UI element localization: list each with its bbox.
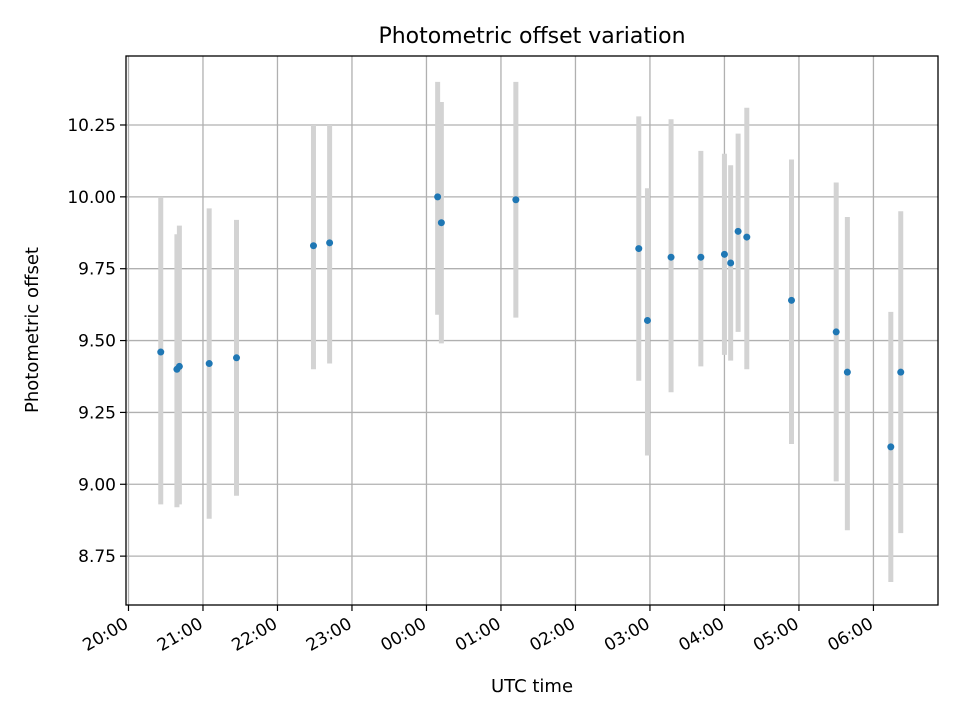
data-point: [326, 239, 334, 247]
data-point: [175, 362, 183, 370]
x-tick-label: 20:00: [80, 614, 132, 656]
data-point: [157, 348, 165, 356]
data-point: [727, 259, 735, 267]
data-point: [743, 233, 751, 241]
x-tick-label: 00:00: [378, 614, 430, 656]
y-tick-label: 9.75: [78, 260, 116, 280]
data-point: [635, 245, 643, 253]
data-point: [897, 368, 905, 376]
data-point: [205, 360, 213, 368]
data-point: [832, 328, 840, 336]
grid: [126, 56, 938, 605]
y-axis-label: Photometric offset: [22, 247, 43, 413]
x-tick-label: 06:00: [825, 614, 877, 656]
x-tick-label: 01:00: [452, 614, 504, 656]
y-tick-label: 9.00: [78, 475, 116, 495]
plot-frame: [125, 55, 939, 606]
error-bars: [158, 81, 904, 583]
x-tick-label: 02:00: [527, 614, 579, 656]
data-point: [643, 316, 651, 324]
x-tick-label: 04:00: [676, 614, 728, 656]
y-tick-label: 8.75: [78, 547, 116, 567]
y-tick-label: 9.50: [78, 332, 116, 352]
x-tick-label: 22:00: [229, 614, 281, 656]
x-tick-label: 03:00: [601, 614, 653, 656]
y-tick-label: 10.00: [67, 188, 116, 208]
data-point: [233, 354, 241, 362]
data-point: [697, 253, 705, 261]
chart-title: Photometric offset variation: [378, 24, 685, 49]
data-point: [720, 250, 728, 258]
data-points: [157, 193, 905, 451]
x-tick-label: 21:00: [154, 614, 206, 656]
data-point: [437, 219, 445, 227]
data-point: [512, 196, 520, 204]
x-tick-label: 05:00: [750, 614, 802, 656]
data-point: [434, 193, 442, 201]
x-tick-label: 23:00: [303, 614, 355, 656]
data-point: [309, 242, 317, 250]
y-tick-label: 10.25: [67, 116, 116, 136]
y-axis: 8.75 9.00 9.25 9.50 9.75 10.00 10.25: [67, 116, 126, 567]
data-point: [667, 253, 675, 261]
y-tick-label: 9.25: [78, 403, 116, 423]
data-point: [843, 368, 851, 376]
x-axis: 20:00 21:00 22:00 23:00 00:00 01:00 02:00 03:00…: [80, 605, 877, 656]
x-axis-label: UTC time: [491, 676, 573, 697]
data-point: [787, 296, 795, 304]
data-point: [887, 443, 895, 451]
data-point: [734, 227, 742, 235]
